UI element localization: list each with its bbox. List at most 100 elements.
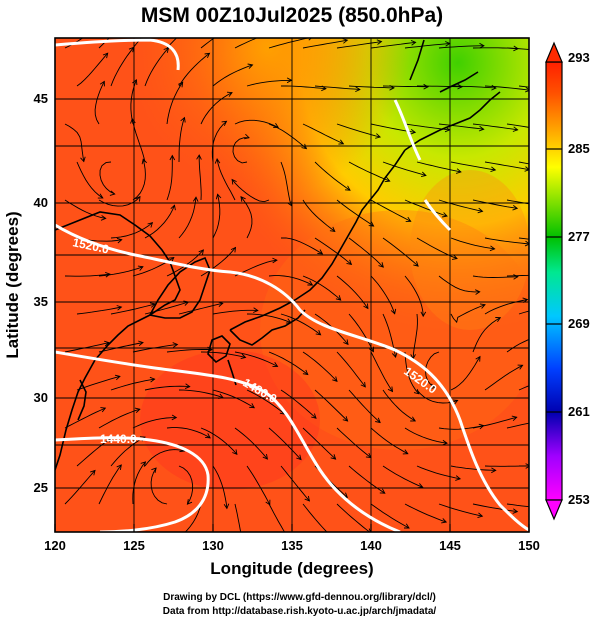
streamline-arrowhead [477,207,484,214]
streamline-arrowhead [286,77,293,84]
streamline [64,199,106,219]
streamline [302,123,344,145]
streamline-arrowhead [149,302,156,308]
streamline-arrowhead [247,63,254,69]
streamline-arrowhead [138,340,144,347]
streamline [438,45,484,49]
streamline-arrowhead [244,133,250,140]
streamline-arrowhead [272,30,277,35]
streamline-arrowhead [135,195,141,202]
streamline-arrowhead [346,259,353,266]
streamline [212,64,253,87]
streamline [370,41,416,49]
streamline [506,503,529,508]
streamline [280,237,323,255]
streamline [370,427,409,455]
streamline-arrowhead [457,83,463,90]
streamline-arrowhead [317,249,324,255]
streamline [450,237,495,250]
streamline-arrowhead [410,39,417,46]
streamline-arrowhead [452,399,459,405]
streamline [110,222,153,239]
streamline-arrowhead [413,261,419,267]
streamline [166,427,211,439]
streamline-arrowhead [80,156,86,163]
streamline-arrowhead [410,128,417,135]
streamline-arrowhead [477,512,484,519]
streamline-arrowhead [214,158,221,164]
streamline [200,92,233,125]
streamline-arrowhead [301,143,308,150]
streamline-arrowhead [176,536,181,540]
streamline-arrowhead [378,262,384,268]
streamline [110,47,134,87]
streamline [200,427,238,455]
streamline [64,470,96,505]
streamline [144,47,169,87]
streamline [200,38,216,49]
streamline-arrowhead [296,454,302,461]
streamline [110,436,146,467]
streamline [484,237,529,245]
streamline [484,161,529,171]
streamline-arrowhead [171,414,178,421]
streamline-arrowhead [524,166,529,172]
streamline-arrowhead [332,376,338,382]
y-tick-label: 25 [34,480,48,495]
streamline [506,199,529,205]
streamline-arrowhead [420,171,427,178]
streamline-arrowhead [163,47,170,53]
streamline [314,237,352,265]
streamline-arrowhead [215,193,222,200]
streamline [246,79,292,87]
colorbar-max-arrow [545,41,563,63]
streamline-arrowhead [525,463,529,469]
x-tick-label: 130 [202,538,224,553]
streamline-arrowhead [273,122,280,128]
streamline-arrowhead [272,361,279,367]
streamline-arrowhead [249,403,255,409]
streamline-arrowhead [97,193,104,199]
streamline-arrowhead [441,518,448,524]
streamline-arrowhead [355,86,361,93]
colorbar-tick-label: 293 [568,50,590,65]
streamline-arrowhead [328,533,333,538]
streamline [302,39,348,49]
x-tick-label: 150 [518,538,540,553]
streamline-arrowhead [226,91,233,97]
streamline [314,85,360,90]
streamline-arrowhead [262,454,268,460]
streamline-arrowhead [376,39,383,45]
streamline [382,161,427,176]
streamline-arrowhead [184,383,191,390]
streamline-arrowhead [127,17,132,22]
streamline [268,351,309,375]
streamline [302,427,336,460]
streamline [110,303,155,315]
streamline-arrowhead [478,125,485,132]
x-tick-label: 120 [44,538,66,553]
streamline-arrowhead [404,523,410,529]
streamline [144,385,190,391]
streamline-arrowhead [141,158,148,165]
streamline [336,199,374,227]
streamline [212,194,221,239]
streamline [166,349,212,353]
streamline-arrowhead [363,303,369,310]
streamline-arrowhead [455,168,462,174]
streamline [234,119,279,128]
streamline-arrowhead [116,305,123,311]
streamline-arrowhead [329,226,336,232]
x-tick-label: 125 [123,538,145,553]
streamline-arrowhead [169,154,176,161]
streamline-arrowhead [253,307,259,313]
streamline-arrowhead [99,80,105,87]
streamline [280,161,292,206]
streamline-arrowhead [149,376,156,383]
streamline [450,304,486,324]
streamline-arrowhead [178,81,184,88]
colorbar-min-arrow [545,499,563,521]
streamline-arrowhead [192,196,199,202]
streamline-arrowhead [368,528,372,532]
streamline-arrowhead [490,166,497,173]
